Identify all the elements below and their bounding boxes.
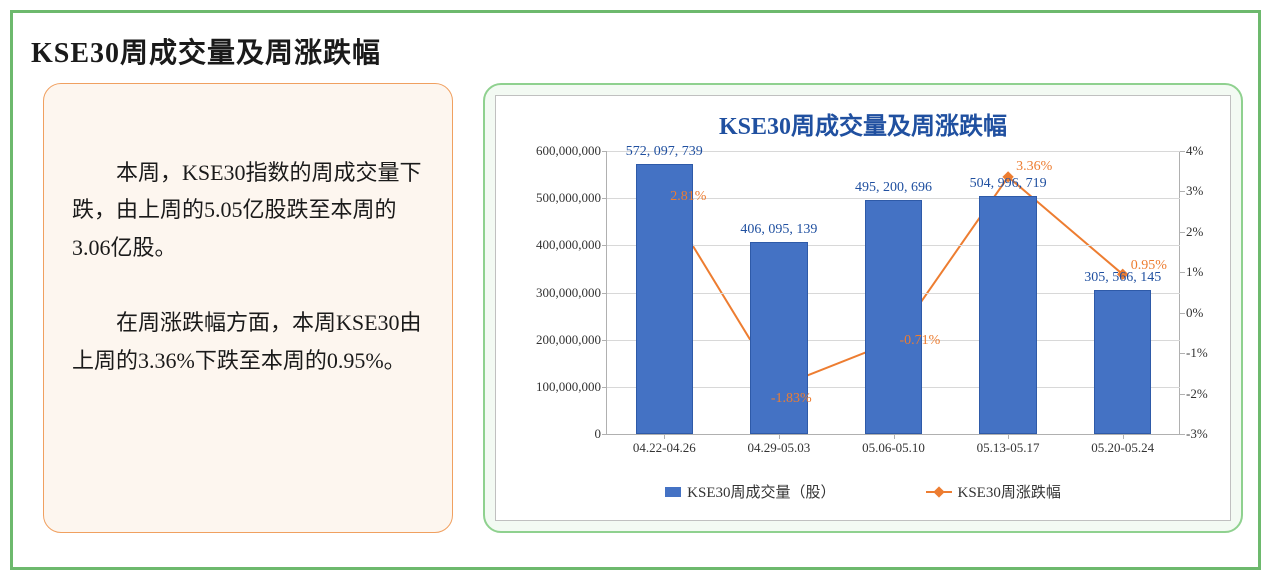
chart-box: KSE30周成交量及周涨跌幅 572, 097, 73904.22-04.264… [495,95,1231,521]
x-tick [779,434,780,439]
line-value-label: -0.71% [900,333,941,349]
y-right-label: 0% [1186,305,1203,321]
legend-line-label: KSE30周涨跌幅 [958,481,1061,502]
line-value-label: 3.36% [1016,159,1052,175]
y-left-label: 600,000,000 [536,143,601,159]
bar [1094,290,1151,434]
legend: KSE30周成交量（股） KSE30周涨跌幅 [496,481,1230,502]
x-tick [664,434,665,439]
legend-item-line: KSE30周涨跌幅 [926,481,1061,502]
y-right-tick [1180,272,1185,273]
y-left-label: 400,000,000 [536,237,601,253]
y-left-label: 500,000,000 [536,190,601,206]
y-right-tick [1180,394,1185,395]
y-right-label: -2% [1186,386,1208,402]
x-label: 05.20-05.24 [1091,440,1154,456]
y-left-tick [602,245,607,246]
x-label: 05.06-05.10 [862,440,925,456]
y-right-label: 1% [1186,264,1203,280]
x-tick [1008,434,1009,439]
line-value-label: -1.83% [771,391,812,407]
bar [979,196,1036,434]
text-panel: 本周，KSE30指数的周成交量下跌，由上周的5.05亿股跌至本周的3.06亿股。… [43,83,453,533]
y-right-tick [1180,313,1185,314]
y-left-tick [602,387,607,388]
page-title: KSE30周成交量及周涨跌幅 [31,31,381,71]
plot-area: 572, 097, 73904.22-04.26406, 095, 13904.… [606,151,1180,435]
y-right-tick [1180,353,1185,354]
x-tick [1123,434,1124,439]
y-left-tick [602,293,607,294]
bar-value-label: 495, 200, 696 [855,180,932,196]
paragraph-2: 在周涨跌幅方面，本周KSE30由上周的3.36%下跌至本周的0.95%。 [72,304,424,379]
line-value-label: 0.95% [1131,258,1167,274]
y-left-tick [602,151,607,152]
y-left-label: 200,000,000 [536,332,601,348]
paragraph-1: 本周，KSE30指数的周成交量下跌，由上周的5.05亿股跌至本周的3.06亿股。 [72,154,424,266]
y-right-tick [1180,191,1185,192]
y-right-label: -1% [1186,345,1208,361]
y-left-label: 0 [595,426,602,442]
y-left-tick [602,434,607,435]
legend-line-swatch [926,491,952,493]
y-left-tick [602,340,607,341]
y-left-label: 300,000,000 [536,285,601,301]
chart-title: KSE30周成交量及周涨跌幅 [496,106,1230,141]
bar-value-label: 572, 097, 739 [626,144,703,160]
bar [865,200,922,434]
y-right-tick [1180,232,1185,233]
y-right-label: 4% [1186,143,1203,159]
y-left-label: 100,000,000 [536,379,601,395]
x-tick [894,434,895,439]
x-label: 04.22-04.26 [633,440,696,456]
x-label: 04.29-05.03 [747,440,810,456]
bar-value-label: 406, 095, 139 [740,222,817,238]
y-left-tick [602,198,607,199]
y-right-tick [1180,151,1185,152]
outer-frame: KSE30周成交量及周涨跌幅 本周，KSE30指数的周成交量下跌，由上周的5.0… [10,10,1261,570]
chart-panel: KSE30周成交量及周涨跌幅 572, 097, 73904.22-04.264… [483,83,1243,533]
y-right-label: -3% [1186,426,1208,442]
x-label: 05.13-05.17 [977,440,1040,456]
y-right-tick [1180,434,1185,435]
y-right-label: 2% [1186,224,1203,240]
legend-bar-swatch [665,487,681,497]
line-value-label: 2.81% [670,189,706,205]
legend-item-bar: KSE30周成交量（股） [665,481,835,502]
y-right-label: 3% [1186,183,1203,199]
bar-value-label: 504, 996, 719 [970,176,1047,192]
legend-bar-label: KSE30周成交量（股） [687,481,835,502]
